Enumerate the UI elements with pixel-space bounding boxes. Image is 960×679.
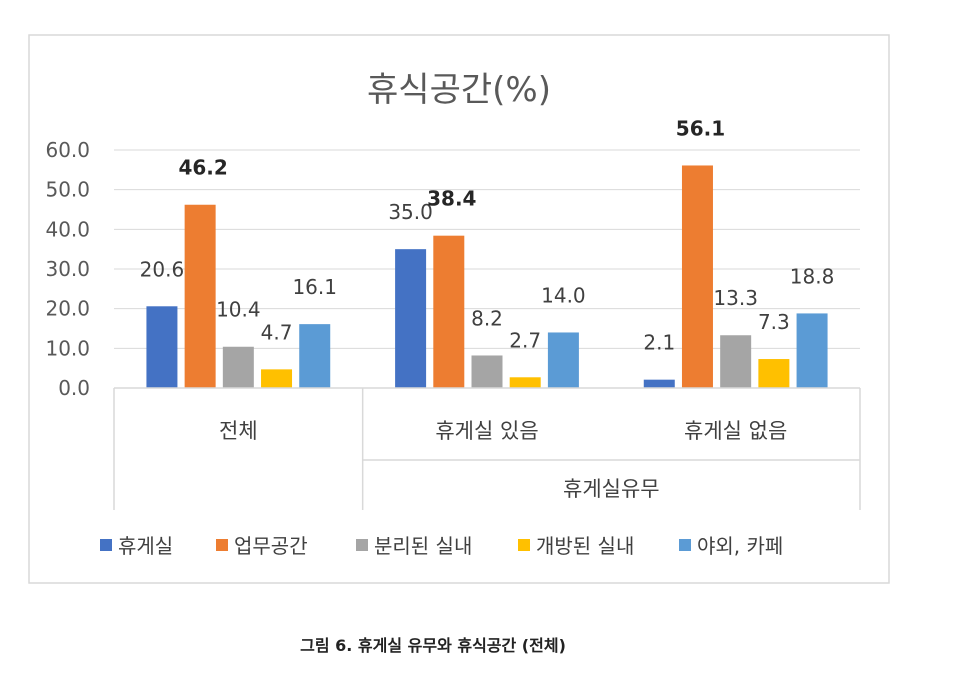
- bar: [146, 306, 178, 388]
- bar: [643, 379, 675, 388]
- y-tick-label: 40.0: [45, 217, 90, 241]
- data-labels: 20.6 46.2 10.44.7 16.1 35.038.4 8.22.714.0 2.1…: [140, 116, 835, 354]
- bar: [720, 335, 752, 388]
- bars: [146, 165, 828, 388]
- group-label: 휴게실유무: [563, 477, 660, 501]
- bar: [681, 165, 713, 388]
- data-label: 56.1: [676, 116, 725, 140]
- bar: [299, 324, 331, 388]
- data-label: 7.3: [758, 310, 790, 334]
- data-label: 4.7: [261, 320, 293, 344]
- data-label: 35.0: [388, 200, 433, 224]
- bar: [796, 313, 828, 388]
- legend-swatch: [356, 539, 368, 551]
- data-label: 20.6: [140, 257, 185, 281]
- category-label: 전체: [219, 419, 258, 443]
- data-label: 13.3: [713, 286, 758, 310]
- legend-label: 분리된 실내: [374, 534, 472, 558]
- bar: [184, 204, 216, 388]
- data-label: 10.4: [216, 298, 261, 322]
- data-label: 46.2: [178, 156, 227, 180]
- category-label: 휴게실 있음: [435, 419, 538, 443]
- data-label: 16.1: [292, 275, 337, 299]
- bar: [758, 359, 790, 388]
- legend-label: 야외, 카페: [697, 534, 783, 558]
- y-tick-label: 50.0: [45, 178, 90, 202]
- data-label: 2.7: [509, 328, 541, 352]
- category-label: 휴게실 없음: [684, 419, 787, 443]
- legend-swatch: [518, 539, 530, 551]
- data-label: 18.8: [790, 264, 835, 288]
- y-tick-label: 30.0: [45, 257, 90, 281]
- bar: [395, 249, 427, 388]
- y-tick-label: 20.0: [45, 297, 90, 321]
- chart-title: 휴식공간(%): [367, 70, 551, 110]
- figure-caption: 그림 6. 휴게실 유무와 휴식공간 (전체): [300, 636, 566, 655]
- legend: 휴게실 업무공간 분리된 실내 개방된 실내 야외, 카페: [100, 534, 783, 558]
- legend-swatch: [100, 539, 112, 551]
- y-tick-label: 60.0: [45, 138, 90, 162]
- data-label: 38.4: [427, 187, 476, 211]
- y-tick-label: 0.0: [58, 376, 90, 400]
- bar: [222, 346, 254, 388]
- legend-swatch: [679, 539, 691, 551]
- legend-label: 휴게실: [118, 534, 173, 558]
- legend-label: 개방된 실내: [536, 534, 634, 558]
- data-label: 2.1: [643, 331, 675, 355]
- bar: [261, 369, 293, 388]
- y-tick-label: 10.0: [45, 336, 90, 360]
- data-label: 8.2: [471, 306, 503, 330]
- bar: [433, 235, 465, 388]
- bar: [547, 332, 579, 388]
- bar: [471, 355, 503, 388]
- data-label: 14.0: [541, 283, 586, 307]
- y-axis-tick-labels: 60.0 50.0 40.0 30.0 20.0 10.0 0.0: [45, 138, 90, 400]
- bar: [509, 377, 541, 388]
- legend-label: 업무공간: [234, 534, 308, 558]
- legend-swatch: [216, 539, 228, 551]
